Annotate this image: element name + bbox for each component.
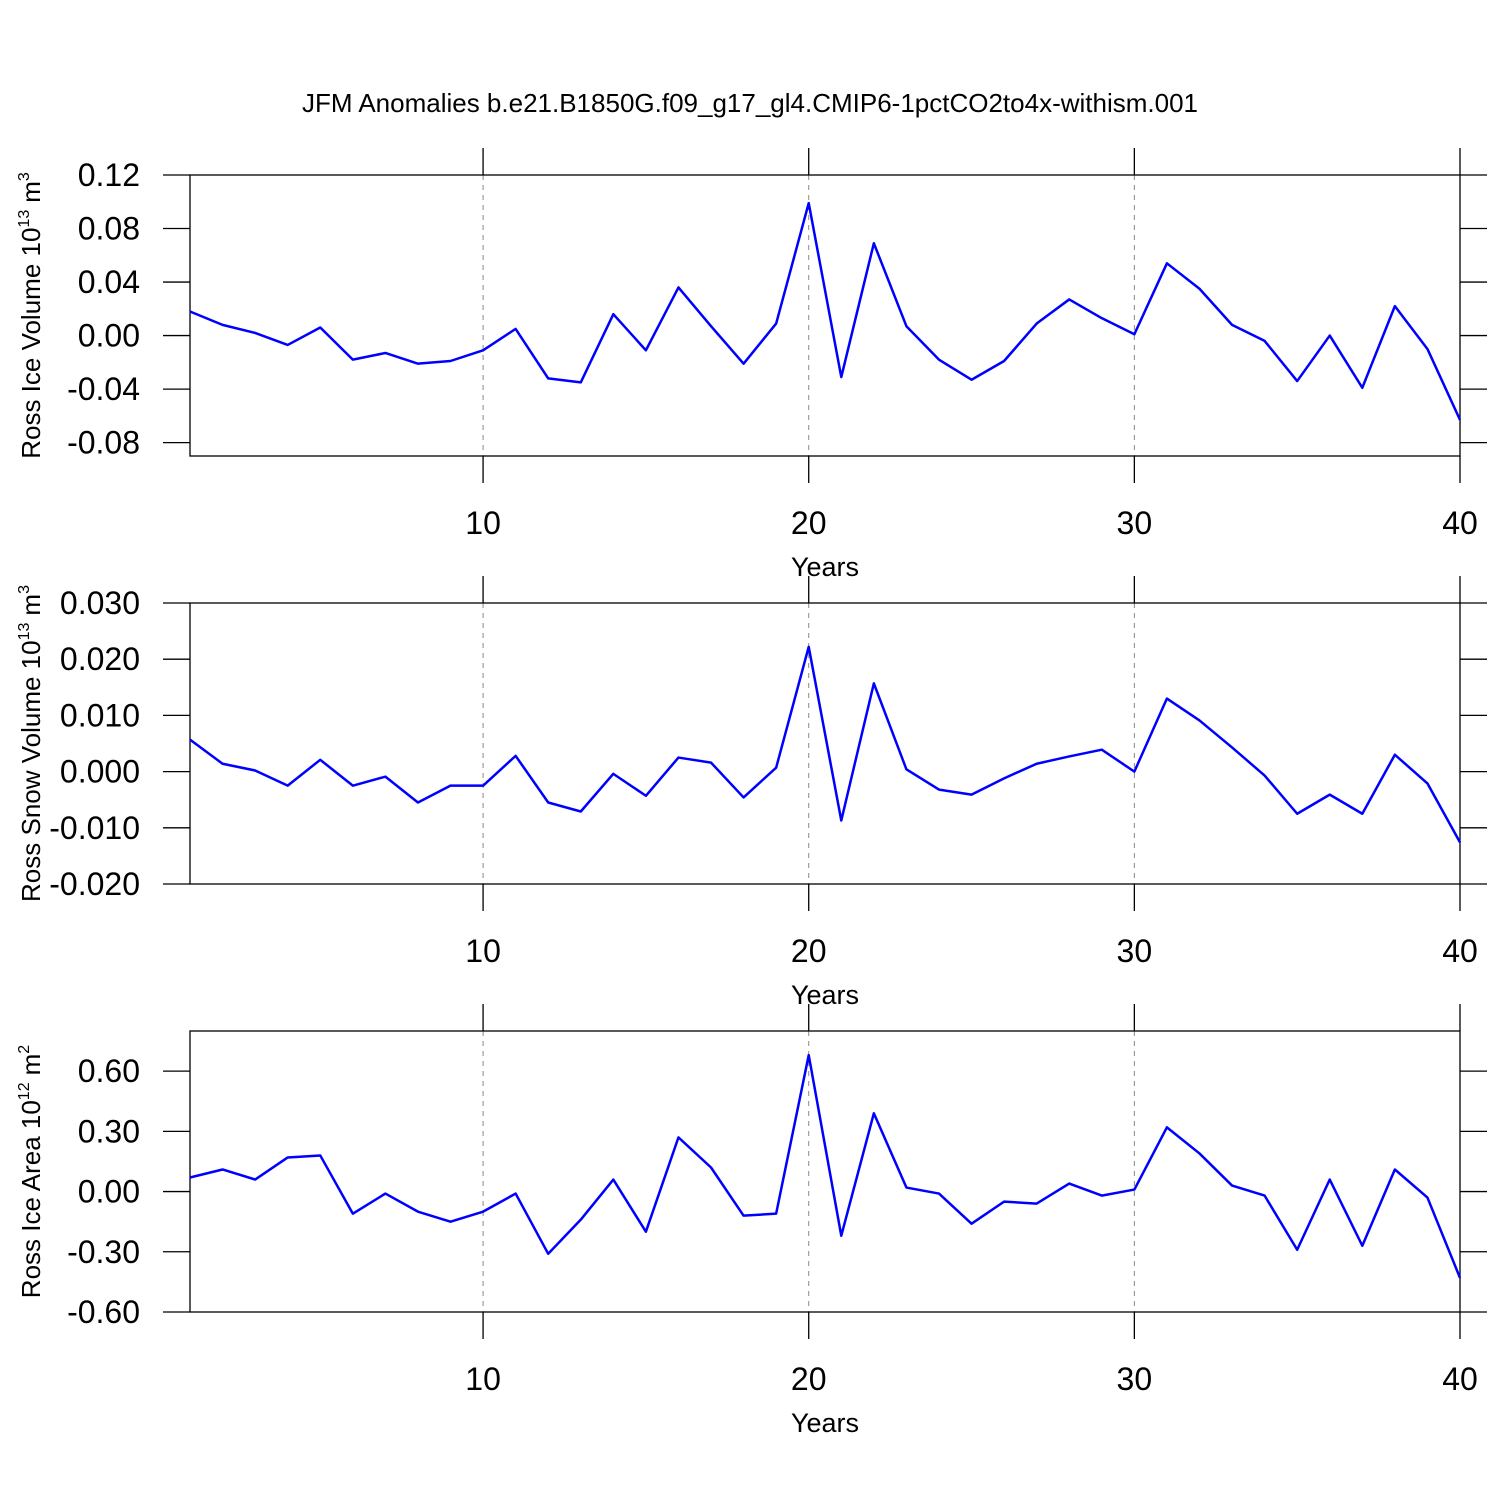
y-tick-label: 0.030: [60, 585, 140, 621]
x-tick-label: 40: [1442, 1361, 1478, 1397]
plot-frame: [189, 602, 1461, 885]
x-axis-label: Years: [791, 1408, 859, 1438]
y-axis-label-part: Ross Snow Volume 10: [16, 640, 46, 902]
y-tick-label: 0.020: [60, 641, 140, 677]
x-tick-label: 20: [791, 1361, 827, 1397]
y-tick-label: 0.04: [78, 264, 140, 300]
x-tick-label: 10: [465, 505, 501, 541]
y-axis-label: Ross Ice Area 1012 m2: [16, 1045, 46, 1298]
y-tick-label: 0.00: [78, 1174, 140, 1210]
y-tick-label: 0.60: [78, 1053, 140, 1089]
plot-frame: [189, 174, 1461, 457]
y-tick-label: -0.020: [49, 866, 140, 902]
y-axis-label-part: 2: [16, 1045, 33, 1054]
y-axis-label-part: m: [16, 594, 46, 616]
x-axis-label: Years: [791, 552, 859, 582]
y-axis-label-part: 13: [16, 622, 33, 640]
x-tick-label: 30: [1117, 1361, 1153, 1397]
x-tick-label: 10: [465, 1361, 501, 1397]
x-tick-label: 30: [1117, 933, 1153, 969]
y-axis-label: Ross Snow Volume 1013 m3: [16, 585, 46, 902]
y-axis-label-part: 3: [16, 172, 33, 181]
y-axis-label-part: 13: [16, 210, 33, 228]
data-line: [189, 1053, 1462, 1279]
y-axis-label-part: 3: [16, 585, 33, 594]
y-tick-label: 0.00: [78, 318, 140, 354]
y-axis-label-part: Ross Ice Area 10: [16, 1100, 46, 1298]
y-axis-label: Ross Ice Volume 1013 m3: [16, 172, 46, 459]
y-tick-label: -0.08: [67, 425, 140, 461]
data-line: [189, 201, 1462, 421]
x-axis-label: Years: [791, 980, 859, 1010]
x-tick-label: 40: [1442, 933, 1478, 969]
y-tick-label: 0.12: [78, 157, 140, 193]
x-tick-label: 30: [1117, 505, 1153, 541]
y-tick-label: 0.000: [60, 754, 140, 790]
y-tick-label: -0.010: [49, 810, 140, 846]
data-line: [189, 645, 1462, 844]
x-tick-label: 40: [1442, 505, 1478, 541]
x-tick-label: 20: [791, 505, 827, 541]
y-tick-label: 0.08: [78, 211, 140, 247]
figure-title: JFM Anomalies b.e21.B1850G.f09_g17_gl4.C…: [302, 88, 1198, 118]
y-tick-label: -0.04: [67, 371, 140, 407]
y-axis-label-part: m: [16, 181, 46, 203]
y-axis-label-part: m: [16, 1054, 46, 1076]
y-tick-label: 0.30: [78, 1113, 140, 1149]
y-axis-label-part: Ross Ice Volume 10: [16, 228, 46, 459]
plot-frame: [189, 1030, 1461, 1313]
y-axis-label-part: 12: [16, 1082, 33, 1100]
y-tick-label: -0.60: [67, 1294, 140, 1330]
y-tick-label: 0.010: [60, 697, 140, 733]
x-tick-label: 20: [791, 933, 827, 969]
y-tick-label: -0.30: [67, 1234, 140, 1270]
x-tick-label: 10: [465, 933, 501, 969]
